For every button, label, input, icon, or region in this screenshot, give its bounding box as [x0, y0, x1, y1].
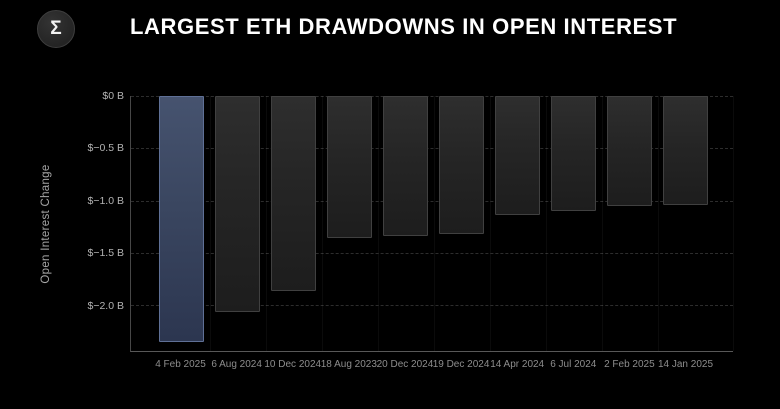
x-tick-label-2-feb-2025: 2 Feb 2025 [604, 359, 655, 370]
gridline-v-2 [265, 96, 267, 351]
bar-series [131, 96, 733, 351]
bar-6-jul-2024[interactable] [551, 96, 596, 211]
gridline-v-7 [546, 96, 548, 351]
gridline-h-2 [131, 200, 733, 202]
y-tick-label-3: $−1.5 B [87, 247, 125, 260]
x-tick-label-4-feb-2025: 4 Feb 2025 [155, 359, 206, 370]
bar-20-dec-2024[interactable] [383, 96, 428, 237]
y-tick-label-0: $0 B [102, 90, 124, 102]
chart-title: LARGEST ETH DRAWDOWNS IN OPEN INTEREST [130, 14, 678, 39]
bar-14-apr-2024[interactable] [495, 96, 540, 216]
x-tick-label-18-aug-2023: 18 Aug 2023 [320, 359, 377, 370]
gridline-v-1 [209, 96, 211, 351]
gridline-h-0 [131, 96, 733, 97]
gridline-h-3 [131, 252, 733, 254]
y-tick-label-4: $−2.0 B [87, 299, 125, 312]
bar-2-feb-2025[interactable] [607, 96, 652, 206]
gridline-v-8 [602, 96, 604, 351]
gridline-h-1 [131, 148, 733, 150]
y-tick-label-2: $−1.0 B [87, 194, 125, 207]
bar-19-dec-2024[interactable] [439, 96, 484, 234]
plot-area [130, 96, 734, 352]
x-tick-label-20-dec-2024: 20 Dec 2024 [376, 359, 434, 370]
x-tick-label-19-dec-2024: 19 Dec 2024 [432, 359, 490, 370]
bar-14-jan-2025[interactable] [663, 96, 708, 205]
bar-18-aug-2023[interactable] [327, 96, 372, 239]
y-tick-label-1: $−0.5 B [87, 142, 125, 155]
sigma-logo-icon: Σ [50, 17, 62, 39]
bar-6-aug-2024[interactable] [215, 96, 260, 313]
gridline-h-4 [131, 305, 733, 307]
gridline-v-3 [321, 96, 323, 351]
plot-right-edge [733, 96, 734, 351]
gridline-v-6 [490, 96, 492, 351]
x-tick-label-6-aug-2024: 6 Aug 2024 [211, 359, 262, 370]
bar-4-feb-2025[interactable] [159, 96, 204, 342]
gridline-v-9 [658, 96, 660, 351]
y-axis-tick-labels: $0 B $−0.5 B $−1.0 B $−1.5 B $−2.0 B [0, 90, 125, 352]
gridline-v-5 [434, 96, 435, 351]
x-tick-label-10-dec-2024: 10 Dec 2024 [264, 359, 322, 370]
x-tick-label-14-jan-2025: 14 Jan 2025 [657, 359, 714, 370]
x-axis-tick-labels: 4 Feb 2025 6 Aug 2024 10 Dec 2024 18 Aug 20… [130, 359, 733, 370]
x-tick-label-14-apr-2024: 14 Apr 2024 [490, 359, 545, 370]
logo[interactable]: Σ [37, 10, 75, 48]
gridline-v-4 [377, 96, 379, 351]
x-tick-label-6-jul-2024: 6 Jul 2024 [550, 359, 597, 370]
bar-10-dec-2024[interactable] [271, 96, 316, 292]
